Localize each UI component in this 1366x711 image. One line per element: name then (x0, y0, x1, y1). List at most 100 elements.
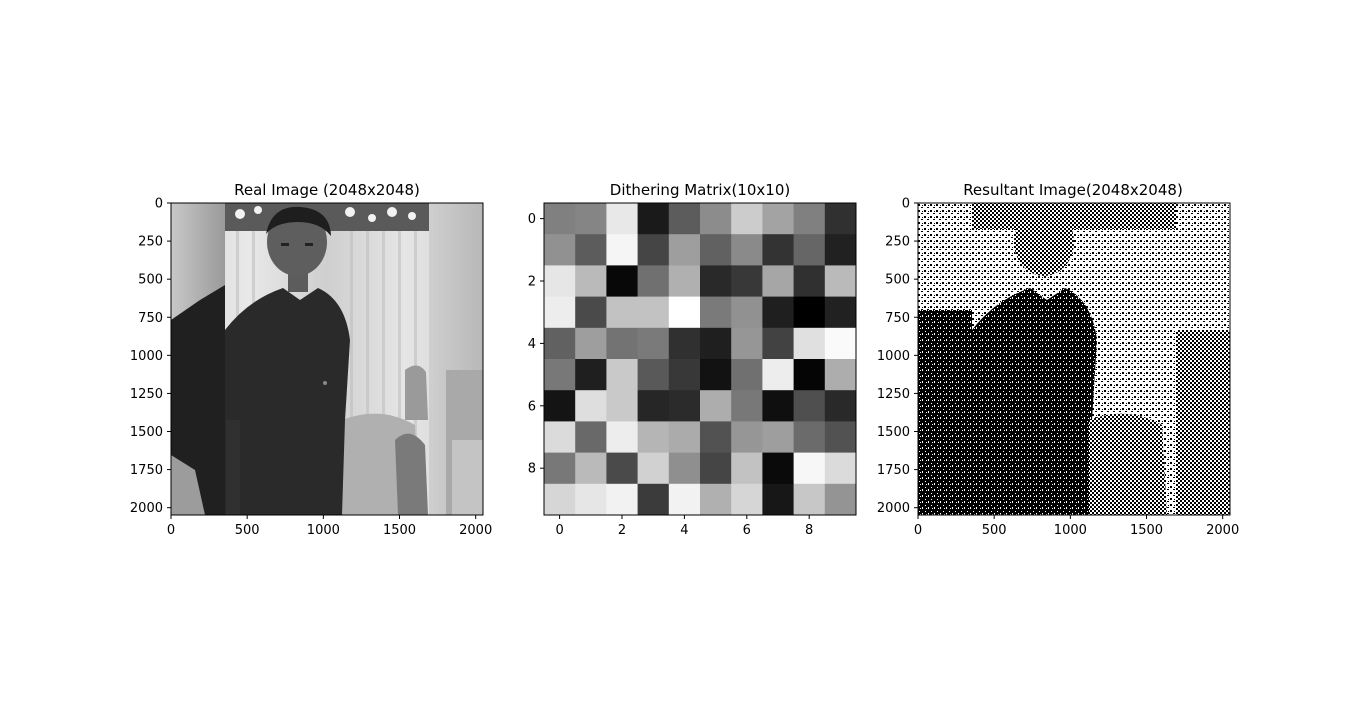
matrix-cell (606, 327, 638, 360)
y-tick-label: 250 (885, 235, 910, 250)
y-tick-label: 1250 (877, 387, 910, 402)
matrix-cell (731, 359, 763, 391)
y-tick-label: 1000 (130, 349, 163, 364)
matrix-cell (606, 390, 638, 422)
matrix-cell (824, 483, 857, 516)
real-image-photo (171, 203, 483, 515)
matrix-cell (575, 421, 607, 453)
matrix-cell (762, 234, 794, 266)
y-tick-label: 2000 (877, 501, 910, 516)
matrix-cell (793, 452, 826, 485)
matrix-cell (544, 421, 576, 453)
x-tick-label: 500 (982, 523, 1007, 538)
matrix-cell (793, 327, 826, 360)
matrix-cell (637, 452, 670, 485)
y-tick-label: 0 (155, 197, 163, 212)
y-tick-label: 0 (528, 212, 536, 227)
matrix-cell (668, 327, 701, 360)
matrix-cell (824, 296, 857, 329)
matrix-cell (606, 265, 638, 297)
matrix-cell (575, 359, 607, 391)
matrix-cell (762, 265, 794, 297)
matrix-cell (793, 203, 826, 235)
matrix-cell (544, 234, 576, 266)
x-tick-label: 8 (805, 523, 813, 538)
matrix-cell (824, 421, 857, 453)
matrix-cell (544, 203, 576, 235)
x-tick-label: 4 (680, 523, 688, 538)
matrix-cell (700, 234, 732, 266)
matrix-cell (731, 452, 763, 485)
y-tick-label: 250 (138, 235, 163, 250)
y-tick-label: 1000 (877, 349, 910, 364)
matrix-cell (606, 452, 638, 485)
matrix-cell (762, 452, 794, 485)
matrix-cell (700, 452, 732, 485)
matrix-cell (793, 296, 826, 329)
real-image-panel: Real Image (2048x2048) (130, 181, 492, 538)
real-image-frame (170, 202, 484, 516)
matrix-cell (575, 265, 607, 297)
y-tick-label: 1500 (877, 425, 910, 440)
matrix-cell (824, 452, 857, 485)
matrix-cell (824, 327, 857, 360)
matrix-cell (606, 296, 638, 329)
matrix-cell (606, 234, 638, 266)
matrix-cell (606, 203, 638, 235)
matrix-cell (544, 265, 576, 297)
y-tick-label: 6 (528, 399, 536, 414)
matrix-cell (731, 203, 763, 235)
matrix-cell (575, 452, 607, 485)
x-tick-label: 2000 (1206, 523, 1239, 538)
matrix-cell (637, 390, 670, 422)
matrix-cell (700, 296, 732, 329)
matrix-cell (637, 234, 670, 266)
matrix-cell (606, 359, 638, 391)
matrix-cell (824, 203, 857, 235)
x-tick-label: 1500 (383, 523, 416, 538)
matrix-cell (700, 421, 732, 453)
matrix-cell (731, 265, 763, 297)
matrix-cell (793, 483, 826, 516)
matrix-cell (575, 483, 607, 516)
x-tick-label: 0 (555, 523, 563, 538)
matrix-cell (668, 421, 701, 453)
y-tick-label: 500 (138, 273, 163, 288)
matrix-cell (824, 265, 857, 297)
matrix-cell (575, 390, 607, 422)
x-tick-label: 1500 (1130, 523, 1163, 538)
y-tick-label: 1250 (130, 387, 163, 402)
y-tick-label: 2 (528, 275, 536, 290)
dithering-matrix-title: Dithering Matrix(10x10) (610, 181, 790, 199)
matrix-cell (824, 359, 857, 391)
matrix-cell (637, 296, 670, 329)
matrix-cell (575, 327, 607, 360)
matrix-cell (793, 390, 826, 422)
x-tick-label: 1000 (307, 523, 340, 538)
matrix-cell (762, 296, 794, 329)
matrix-cell (668, 452, 701, 485)
y-tick-label: 2000 (130, 501, 163, 516)
y-tick-label: 750 (885, 311, 910, 326)
matrix-cell (793, 234, 826, 266)
matrix-cell (544, 327, 576, 360)
matrix-cell (762, 390, 794, 422)
matrix-cell (668, 265, 701, 297)
y-tick-label: 4 (528, 337, 536, 352)
dithering-matrix-cells (544, 203, 857, 516)
resultant-image-frame (917, 202, 1231, 516)
matrix-cell (544, 359, 576, 391)
resultant-image-panel: Resultant Image(2048x2048) 0 500 1000 1500 2… (877, 181, 1239, 538)
matrix-cell (606, 483, 638, 516)
matrix-cell (700, 203, 732, 235)
x-tick-label: 0 (167, 523, 175, 538)
matrix-cell (700, 359, 732, 391)
resultant-image-dither (918, 203, 1230, 515)
matrix-cell (575, 234, 607, 266)
matrix-cell (762, 359, 794, 391)
matrix-cell (762, 327, 794, 360)
matrix-cell (762, 421, 794, 453)
x-tick-label: 2000 (459, 523, 492, 538)
matrix-cell (637, 327, 670, 360)
matrix-cell (793, 265, 826, 297)
